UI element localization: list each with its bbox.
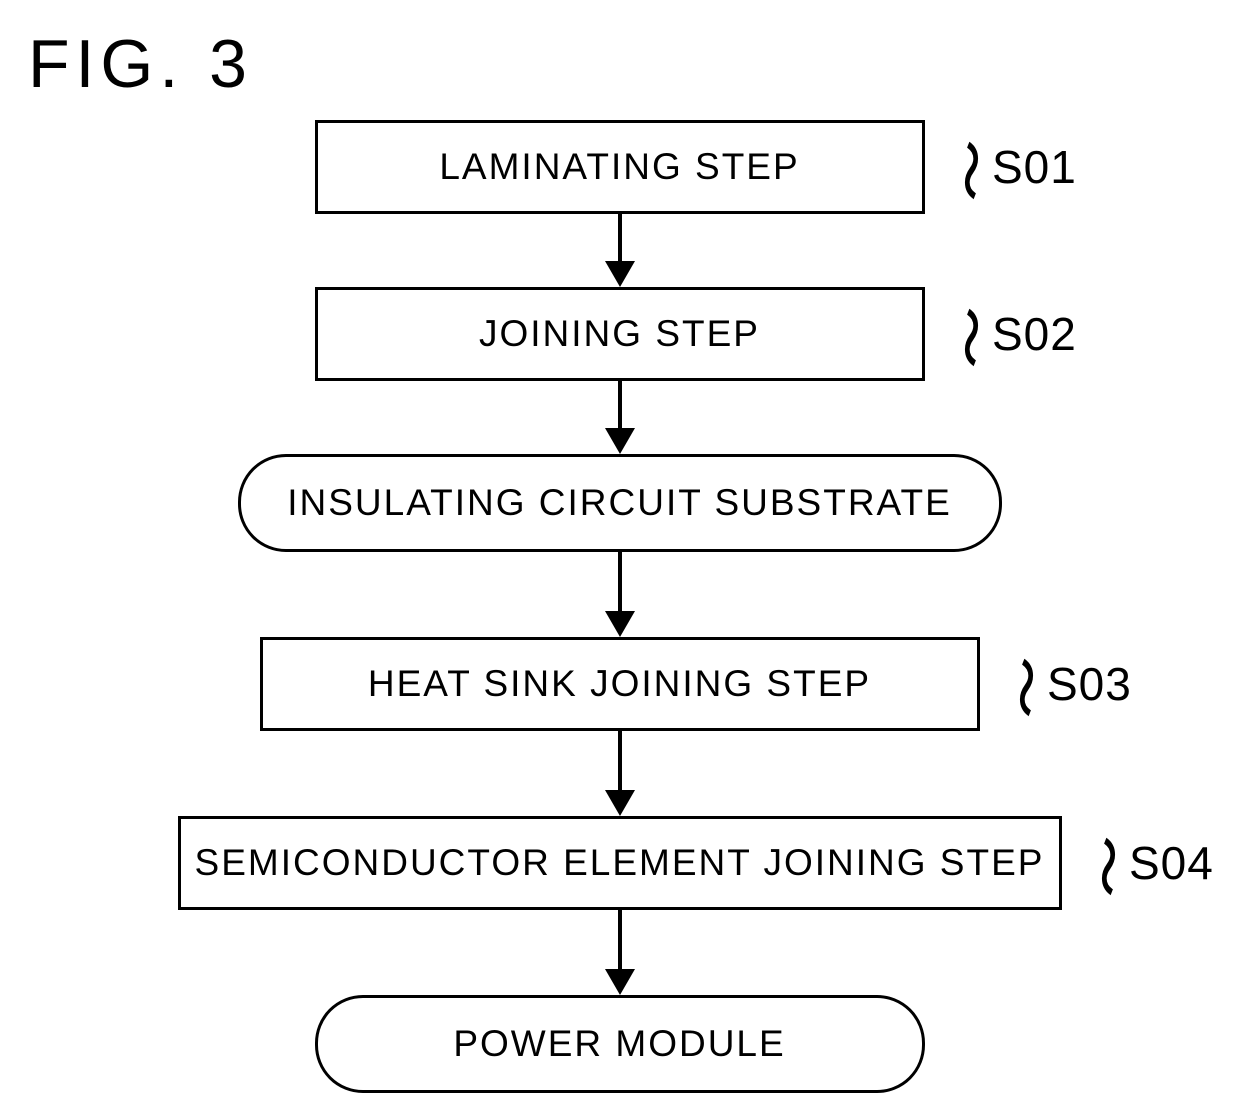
node-text: INSULATING CIRCUIT SUBSTRATE — [287, 482, 952, 524]
flowchart: LAMINATING STEP 〜S01 JOINING STEP 〜S02 INSUL… — [0, 120, 1239, 1093]
process-node: SEMICONDUCTOR ELEMENT JOINING STEP — [178, 816, 1062, 910]
node-text: HEAT SINK JOINING STEP — [368, 663, 871, 705]
flow-node-wrap: INSULATING CIRCUIT SUBSTRATE — [0, 454, 1239, 552]
process-node: LAMINATING STEP — [315, 120, 925, 214]
flow-node-wrap: LAMINATING STEP 〜S01 — [0, 120, 1239, 214]
process-node: HEAT SINK JOINING STEP — [260, 637, 980, 731]
flow-node-wrap: HEAT SINK JOINING STEP 〜S03 — [0, 637, 1239, 731]
terminal-node: POWER MODULE — [315, 995, 925, 1093]
flow-node-wrap: JOINING STEP 〜S02 — [0, 287, 1239, 381]
step-label: 〜S02 — [939, 307, 1077, 361]
terminal-node: INSULATING CIRCUIT SUBSTRATE — [238, 454, 1002, 552]
node-text: POWER MODULE — [453, 1023, 785, 1065]
flow-arrow — [0, 214, 1239, 287]
node-text: SEMICONDUCTOR ELEMENT JOINING STEP — [195, 842, 1045, 884]
step-label: 〜S04 — [1076, 836, 1214, 890]
node-text: LAMINATING STEP — [439, 146, 799, 188]
step-id: S02 — [992, 308, 1077, 360]
flow-arrow — [0, 731, 1239, 816]
figure-label: FIG. 3 — [28, 25, 253, 103]
flow-node-wrap: SEMICONDUCTOR ELEMENT JOINING STEP 〜S04 — [0, 816, 1239, 910]
step-label: 〜S01 — [939, 140, 1077, 194]
flow-arrow — [0, 381, 1239, 454]
flow-node-wrap: POWER MODULE — [0, 995, 1239, 1093]
step-id: S01 — [992, 141, 1077, 193]
step-id: S04 — [1129, 837, 1214, 889]
step-id: S03 — [1047, 658, 1132, 710]
flow-arrow — [0, 910, 1239, 995]
node-text: JOINING STEP — [479, 313, 760, 355]
flow-arrow — [0, 552, 1239, 637]
process-node: JOINING STEP — [315, 287, 925, 381]
step-label: 〜S03 — [994, 657, 1132, 711]
